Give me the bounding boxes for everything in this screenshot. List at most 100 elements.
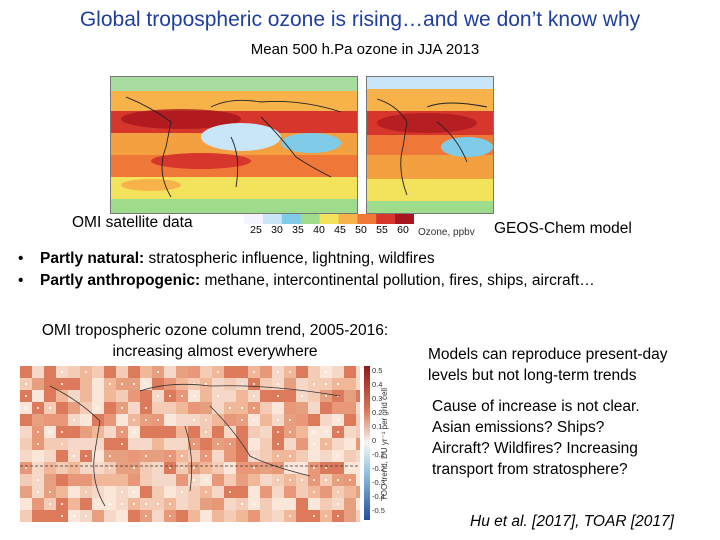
significance-dot [337, 479, 339, 481]
trend-cell [284, 498, 296, 510]
significance-dot [289, 419, 291, 421]
trend-cell [248, 438, 260, 450]
trend-cell [200, 390, 212, 402]
significance-dot [169, 395, 171, 397]
trend-cell [200, 462, 212, 474]
trend-cell [308, 498, 320, 510]
trend-cell [308, 402, 320, 414]
significance-dot [73, 455, 75, 457]
significance-dot [121, 503, 123, 505]
significance-dot [121, 443, 123, 445]
trend-cell [248, 426, 260, 438]
trend-tick: 0.5 [372, 366, 383, 375]
trend-cell [20, 474, 32, 486]
significance-dot [217, 371, 219, 373]
significance-dot [85, 455, 87, 457]
trend-cell [152, 450, 164, 462]
significance-dot [337, 431, 339, 433]
trend-cell [92, 378, 104, 390]
trend-cell [152, 402, 164, 414]
colorbar-segment [319, 214, 339, 224]
significance-dot [73, 515, 75, 517]
trend-cell [152, 462, 164, 474]
trend-cell [44, 390, 56, 402]
significance-dot [313, 491, 315, 493]
trend-cell [260, 486, 272, 498]
trend-cell [344, 498, 356, 510]
trend-cell [56, 450, 68, 462]
trend-cell [272, 498, 284, 510]
trend-cell [68, 366, 80, 378]
significance-dot [349, 467, 351, 469]
trend-cell [308, 390, 320, 402]
trend-cell [176, 426, 188, 438]
trend-cell [344, 366, 356, 378]
trend-cell [224, 450, 236, 462]
colorbar-tick: 50 [355, 224, 367, 236]
trend-tick: -0.5 [372, 506, 385, 515]
trend-cell [80, 438, 92, 450]
trend-cell [260, 450, 272, 462]
map-subtitle: Mean 500 h.Pa ozone in JJA 2013 [250, 41, 480, 58]
trend-cell [296, 486, 308, 498]
trend-cell [308, 450, 320, 462]
trend-cell [236, 426, 248, 438]
significance-dot [337, 383, 339, 385]
citation: Hu et al. [2017], TOAR [2017] [470, 513, 674, 530]
trend-cell [68, 426, 80, 438]
significance-dot [121, 407, 123, 409]
significance-dot [37, 443, 39, 445]
trend-cell [152, 438, 164, 450]
trend-cell [212, 414, 224, 426]
trend-cell [92, 366, 104, 378]
significance-dot [205, 479, 207, 481]
trend-cell [188, 450, 200, 462]
trend-cell [344, 402, 356, 414]
trend-cell [332, 402, 344, 414]
trend-cell [32, 450, 44, 462]
trend-cell [116, 390, 128, 402]
trend-cell [80, 462, 92, 474]
significance-dot [25, 407, 27, 409]
significance-dot [229, 407, 231, 409]
trend-cell [68, 402, 80, 414]
trend-cell [116, 414, 128, 426]
trend-cell [104, 510, 116, 522]
trend-cell [200, 438, 212, 450]
trend-cell [32, 510, 44, 522]
trend-cell [32, 414, 44, 426]
trend-cell [284, 486, 296, 498]
trend-cell [260, 510, 272, 522]
trend-cell [200, 510, 212, 522]
significance-dot [145, 503, 147, 505]
trend-cell [116, 510, 128, 522]
significance-dot [205, 419, 207, 421]
trend-cell [356, 450, 360, 462]
significance-dot [337, 419, 339, 421]
trend-cell [320, 402, 332, 414]
cause-line: transport from stratosphere? [432, 461, 628, 478]
trend-cell [224, 366, 236, 378]
colorbar-tick: 40 [313, 224, 325, 236]
trend-cell [188, 402, 200, 414]
significance-dot [133, 467, 135, 469]
trend-tick: 0.2 [372, 408, 383, 417]
trend-cell [296, 510, 308, 522]
trend-cell [224, 510, 236, 522]
trend-cell [212, 450, 224, 462]
significance-dot [61, 431, 63, 433]
trend-tick: 0.4 [372, 380, 383, 389]
trend-cell [140, 474, 152, 486]
trend-cell [296, 402, 308, 414]
trend-cell [212, 510, 224, 522]
significance-dot [253, 419, 255, 421]
trend-title-line2: increasing almost everywhere [112, 343, 318, 360]
significance-dot [325, 431, 327, 433]
significance-dot [277, 455, 279, 457]
significance-dot [181, 467, 183, 469]
trend-title: OMI tropospheric ozone column trend, 200… [0, 320, 430, 362]
models-text: Models can reproduce present-day levels … [428, 344, 668, 386]
significance-dot [85, 515, 87, 517]
trend-cell [68, 474, 80, 486]
trend-cell [236, 390, 248, 402]
